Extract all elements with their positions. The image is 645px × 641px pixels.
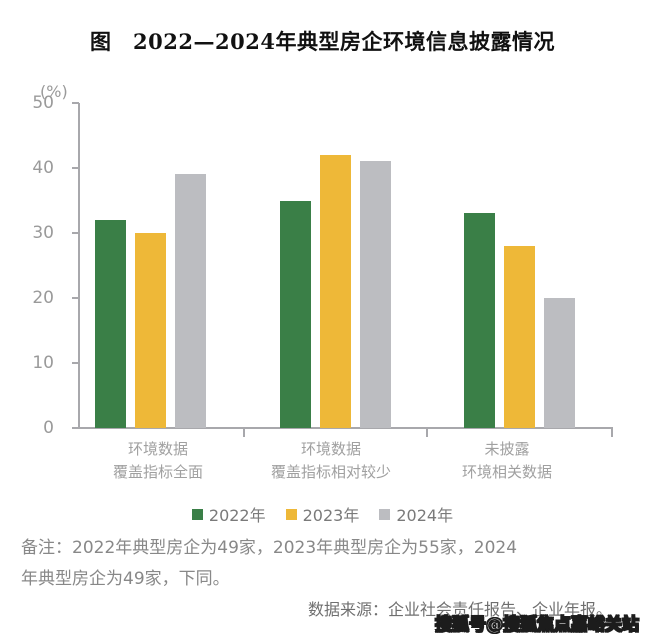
y-tick-label: 50 (32, 93, 54, 113)
legend-label: 2022年 (208, 506, 266, 525)
bar-2022年-group2 (279, 201, 311, 428)
legend-item-2022年: 2022年 (191, 502, 266, 526)
legend-item-2023年: 2023年 (285, 502, 360, 526)
y-tick-label: 40 (32, 158, 54, 178)
y-tick-label: 20 (32, 288, 54, 308)
legend-swatch-icon (379, 508, 391, 520)
bar-2023年-group1 (134, 233, 166, 428)
category-label-2: 环境数据 覆盖指标相对较少 (270, 440, 391, 481)
bar-2023年-group2 (319, 155, 351, 428)
legend: 2022年 2023年 2024年 (0, 502, 645, 526)
y-tick-label: 10 (32, 353, 54, 373)
y-tick-label: 0 (43, 418, 54, 438)
bar-2022年-group3 (463, 213, 495, 428)
legend-label: 2023年 (302, 506, 360, 525)
bar-2024年-group3 (543, 298, 575, 428)
bar-2024年-group1 (174, 174, 206, 428)
category-label-3: 未披露 环境相关数据 (461, 440, 552, 481)
y-tick-mark (72, 102, 79, 104)
watermark-text: 搜狐号@搜狐焦点嘉峪关站 (434, 614, 639, 635)
y-tick-mark (72, 297, 79, 299)
note-text: 备注：2022年典型房企为49家，2023年典型房企为55家，2024 年典型房… (21, 538, 518, 589)
chart-title: 图 2022—2024年典型房企环境信息披露情况 (90, 29, 555, 54)
y-tick-label: 30 (32, 223, 54, 243)
bar-2023年-group3 (503, 246, 535, 428)
legend-item-2024年: 2024年 (379, 502, 453, 526)
y-tick-mark (72, 167, 79, 169)
y-tick-mark (72, 362, 79, 364)
y-tick-mark (72, 427, 79, 429)
data-source-text: 数据来源：企业社会责任报告、企业年报。 (307, 600, 612, 619)
y-tick-mark (72, 232, 79, 234)
x-tick-mark (426, 428, 428, 437)
y-axis-unit-label: (%) (40, 82, 68, 101)
x-axis-line (78, 427, 613, 429)
legend-label: 2024年 (396, 506, 454, 525)
bar-2024年-group2 (359, 161, 391, 428)
category-label-1: 环境数据 覆盖指标全面 (112, 440, 203, 481)
x-tick-mark (611, 428, 613, 437)
y-axis-line (78, 103, 80, 429)
legend-swatch-icon (285, 508, 297, 520)
bar-2022年-group1 (94, 220, 126, 428)
legend-swatch-icon (191, 508, 203, 520)
x-tick-mark (243, 428, 245, 437)
